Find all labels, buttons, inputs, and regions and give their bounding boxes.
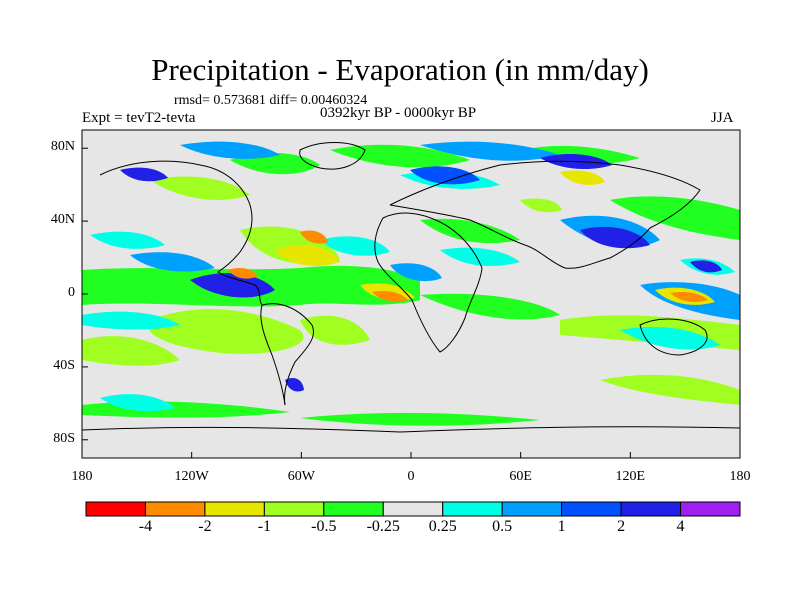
anomaly-patch (372, 290, 408, 302)
lat-label: 80N (50, 139, 75, 155)
lon-label: 60W (287, 469, 315, 484)
colorbar-box (561, 501, 622, 517)
period-label: 0392kyr BP - 0000kyr BP (320, 105, 477, 121)
anomaly-patch (90, 231, 165, 249)
coastline-antarctica (82, 426, 740, 433)
coastline-eurasia (389, 160, 701, 269)
anomaly-patch (690, 260, 722, 273)
colorbar-box (501, 501, 563, 517)
anomaly-patch (300, 230, 328, 244)
lon-label: 60E (509, 469, 532, 484)
lon-label: 180 (71, 469, 93, 484)
anomaly-patch (620, 326, 720, 350)
latitude-ticks (82, 147, 88, 441)
colorbar-label: 0.5 (492, 518, 513, 535)
anomaly-patch (82, 336, 180, 366)
lon-label: 180 (729, 469, 751, 484)
anomaly-patch (285, 378, 304, 392)
experiment-label: Expt = tevT2-tevta (82, 110, 196, 126)
season-label: JJA (711, 110, 734, 126)
coastline-south-america (261, 303, 314, 406)
colorbar-box (323, 501, 384, 517)
anomaly-patch (580, 226, 650, 249)
colorbar-box (620, 501, 682, 517)
colorbar-label: -0.25 (366, 518, 400, 535)
anomaly-field (82, 141, 740, 426)
anomaly-patch (190, 273, 275, 298)
lon-label: 0 (407, 469, 415, 484)
anomaly-patch (420, 141, 560, 161)
coastline-africa (374, 212, 483, 353)
coastline-greenland (299, 142, 366, 170)
lat-label: 40S (53, 357, 75, 373)
coastline-south-america-west (260, 304, 286, 406)
anomaly-patch (560, 170, 605, 185)
colorbar-label: -4 (138, 518, 153, 535)
anomaly-patch (150, 176, 250, 200)
coastline-australia (639, 318, 708, 356)
anomaly-patch (300, 315, 370, 345)
anomaly-patch (180, 141, 280, 159)
anomaly-patch (610, 196, 740, 240)
longitude-ticks (81, 452, 741, 458)
colorbar-box (442, 501, 503, 517)
stats-text: rmsd= 0.573681 diff= 0.00460324 (174, 93, 368, 108)
anomaly-patch (100, 394, 175, 412)
colorbar-label: 4 (676, 518, 685, 535)
anomaly-patch (130, 252, 215, 272)
lon-label: 120E (615, 469, 646, 484)
anomaly-patch (320, 236, 390, 256)
anomaly-patch (228, 268, 258, 279)
colorbar-box (204, 501, 265, 517)
anomaly-patch (148, 309, 304, 354)
colorbar-label: -1 (257, 518, 272, 535)
coastlines (82, 142, 740, 433)
lat-label: 0 (68, 285, 75, 300)
lon-label: 120W (174, 469, 209, 484)
anomaly-patch (275, 244, 340, 266)
anomaly-patch (82, 311, 180, 330)
anomaly-patch (600, 374, 740, 405)
coastline-north-america (99, 160, 263, 306)
colorbar-label: -2 (198, 518, 212, 535)
lat-label: 80S (53, 430, 75, 446)
anomaly-patch (420, 293, 560, 320)
anomaly-patch (390, 263, 442, 282)
anomaly-patch (520, 198, 562, 213)
anomaly-patch (410, 166, 480, 185)
plot-title: Precipitation - Evaporation (in mm/day) (151, 52, 649, 87)
colorbar-box (263, 501, 325, 517)
anomaly-patch (120, 167, 168, 182)
anomaly-patch (670, 291, 708, 302)
colorbar-box (144, 501, 206, 517)
colorbar (85, 501, 741, 517)
colorbar-box (382, 501, 444, 517)
colorbar-label: 2 (617, 518, 626, 535)
anomaly-patch (440, 247, 520, 266)
anomaly-patch (300, 412, 540, 426)
colorbar-label: -0.5 (311, 518, 337, 535)
colorbar-box (680, 501, 741, 517)
colorbar-label: 0.25 (428, 518, 457, 535)
colorbar-box (85, 501, 146, 517)
colorbar-label: 1 (557, 518, 566, 535)
lat-label: 40N (50, 212, 75, 228)
